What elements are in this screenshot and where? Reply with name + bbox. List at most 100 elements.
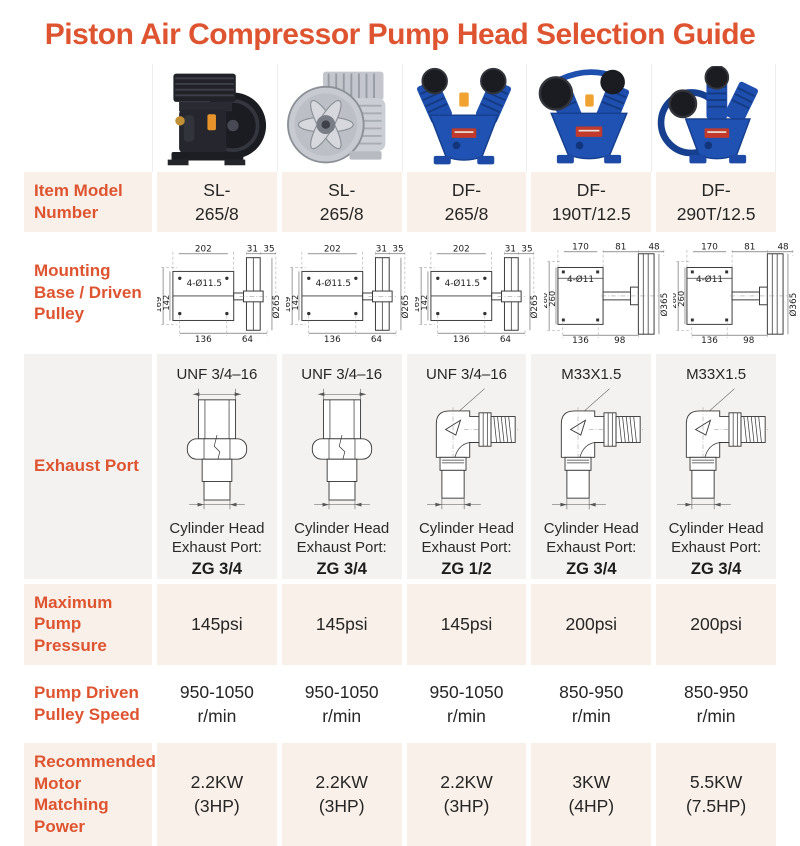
exhaust-fitting-straight-drawing (186, 388, 248, 509)
blue-vtwin-illustration (417, 67, 512, 165)
product-image-blue-vtwin-front (526, 64, 652, 172)
svg-text:136: 136 (453, 335, 470, 344)
black-pump-illustration (167, 73, 266, 166)
exhaust-port-size: ZG 3/4 (690, 559, 742, 578)
pressure-value: 145psi (406, 583, 527, 665)
speed-value: 950-1050 r/min (157, 669, 277, 738)
svg-text:64: 64 (242, 335, 254, 344)
exhaust-port-size: ZG 3/4 (191, 559, 243, 578)
blue-vtwin-front-illustration (538, 69, 630, 164)
exhaust-port-cell: UNF 3/4–16 Cylinder Head Exhaust Port: ZG … (157, 353, 277, 579)
product-images-row (24, 64, 776, 172)
thread-spec-label: UNF 3/4–16 (301, 365, 383, 383)
power-value: 2.2KW (3HP) (281, 742, 402, 846)
row-motor-power: Recommended Motor Matching Power 2.2KW (3… (24, 742, 776, 846)
svg-text:169: 169 (415, 296, 421, 312)
svg-text:4-Ø11.5: 4-Ø11.5 (187, 278, 222, 289)
row-mounting-base: Mounting Base / Driven Pulley 202 31 35 … (24, 236, 797, 349)
svg-text:Ø265: Ø265 (400, 294, 410, 318)
svg-text:Ø265: Ø265 (271, 294, 281, 318)
power-value: 2.2KW (3HP) (157, 742, 277, 846)
thread-spec-label: UNF 3/4–16 (426, 365, 507, 383)
exhaust-port-cell: M33X1.5 Cylinder Head Exhaust Port: ZG 3/4 (531, 353, 652, 579)
exhaust-fitting-elbow-drawing (677, 388, 770, 509)
mounting-base-drawing: 202 31 35 169 142 4-Ø11.5 Ø265 136 64 (415, 244, 539, 344)
svg-text:136: 136 (701, 336, 718, 344)
svg-text:4-Ø11: 4-Ø11 (696, 274, 723, 285)
svg-text:81: 81 (744, 242, 755, 252)
power-value: 2.2KW (3HP) (406, 742, 527, 846)
exhaust-caption-line: Exhaust Port: (296, 539, 387, 556)
row-pulley-speed: Pump Driven Pulley Speed 950-1050 r/min 9… (24, 669, 776, 738)
svg-text:48: 48 (648, 242, 659, 252)
thread-spec-label: M33X1.5 (686, 365, 747, 383)
row-exhaust-port: Exhaust Port UNF 3/4–16 Cylinder Head Exh… (24, 353, 776, 579)
speed-value: 850-950 r/min (531, 669, 652, 738)
svg-text:64: 64 (371, 335, 383, 344)
svg-text:Ø365: Ø365 (659, 292, 668, 316)
svg-text:202: 202 (453, 244, 470, 254)
mounting-drawing-cell: 202 31 35 169 142 4-Ø11.5 Ø265 136 64 (415, 236, 539, 349)
svg-text:169: 169 (157, 296, 163, 312)
svg-text:4-Ø11: 4-Ø11 (567, 274, 594, 285)
product-image-aluminum-pump (276, 64, 402, 172)
pressure-value: 200psi (531, 583, 652, 665)
exhaust-caption-line: Cylinder Head (169, 519, 265, 537)
row-item-model-number: Item Model Number SL- 265/8 SL- 265/8 DF- 2… (24, 172, 776, 232)
speed-value: 950-1050 r/min (281, 669, 402, 738)
row-label-motor-power: Recommended Motor Matching Power (24, 742, 156, 846)
svg-text:35: 35 (521, 244, 532, 254)
svg-text:98: 98 (743, 336, 754, 344)
exhaust-port-cell: UNF 3/4–16 Cylinder Head Exhaust Port: ZG … (406, 353, 527, 579)
svg-text:260: 260 (547, 290, 557, 306)
model-value: DF- 290T/12.5 (656, 172, 776, 232)
svg-text:142: 142 (161, 294, 171, 310)
row-label-pulley-speed: Pump Driven Pulley Speed (24, 669, 152, 738)
pressure-value: 145psi (281, 583, 402, 665)
mounting-base-drawing: 202 31 35 169 142 4-Ø11.5 Ø265 136 64 (286, 244, 410, 344)
row-label-exhaust-port: Exhaust Port (24, 353, 152, 579)
svg-text:170: 170 (701, 242, 718, 252)
model-value: DF- 265/8 (406, 172, 527, 232)
image-row-spacer (24, 64, 152, 172)
aluminum-pump-illustration (286, 71, 386, 164)
power-value: 3KW (4HP) (531, 742, 652, 846)
svg-text:136: 136 (572, 336, 589, 344)
exhaust-port-size: ZG 3/4 (566, 559, 617, 578)
speed-value: 950-1050 r/min (406, 669, 527, 738)
svg-text:31: 31 (376, 244, 387, 254)
svg-text:142: 142 (419, 294, 429, 310)
svg-text:4-Ø11.5: 4-Ø11.5 (316, 278, 351, 289)
svg-text:170: 170 (572, 242, 589, 252)
svg-text:Ø265: Ø265 (529, 294, 539, 318)
svg-text:98: 98 (614, 336, 625, 344)
exhaust-caption-line: Cylinder Head (543, 519, 639, 537)
svg-text:31: 31 (505, 244, 516, 254)
exhaust-caption-line: Cylinder Head (418, 519, 515, 537)
exhaust-caption-line: Cylinder Head (668, 519, 764, 537)
exhaust-fitting-elbow-drawing (427, 388, 521, 509)
svg-text:Ø365: Ø365 (788, 292, 797, 316)
exhaust-caption-line: Exhaust Port: (546, 539, 637, 556)
row-label-mounting-base: Mounting Base / Driven Pulley (24, 236, 152, 349)
exhaust-caption-line: Cylinder Head (294, 519, 390, 537)
power-value: 5.5KW (7.5HP) (656, 742, 776, 846)
svg-text:280: 280 (673, 292, 678, 308)
svg-text:136: 136 (195, 335, 212, 344)
row-label-max-pressure: Maximum Pump Pressure (24, 583, 152, 665)
mounting-base-drawing: 202 31 35 169 142 4-Ø11.5 Ø265 136 64 (157, 244, 281, 344)
selection-guide-page: Piston Air Compressor Pump Head Selectio… (24, 18, 797, 846)
model-value: DF- 190T/12.5 (531, 172, 652, 232)
svg-text:260: 260 (676, 290, 686, 306)
pressure-value: 145psi (157, 583, 277, 665)
model-value: SL- 265/8 (281, 172, 402, 232)
thread-spec-label: M33X1.5 (561, 365, 622, 383)
model-value: SL- 265/8 (157, 172, 277, 232)
exhaust-port-size: ZG 3/4 (316, 559, 367, 578)
svg-text:136: 136 (324, 335, 341, 344)
svg-text:142: 142 (290, 294, 300, 310)
mounting-base-drawing: 170 81 48 280 260 4-Ø11 Ø365 136 98 (544, 242, 668, 344)
blue-wtriple-illustration (657, 66, 758, 164)
exhaust-fitting-straight-drawing (311, 388, 372, 509)
exhaust-port-cell: M33X1.5 Cylinder Head Exhaust Port: ZG 3/4 (656, 353, 776, 579)
